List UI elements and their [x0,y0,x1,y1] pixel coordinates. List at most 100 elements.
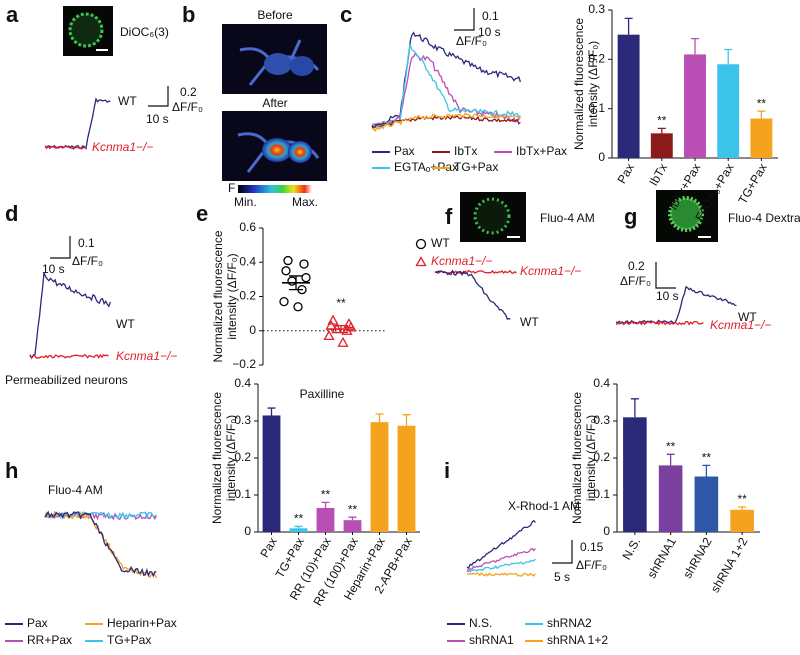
note: Permeabilized neurons [5,373,128,387]
y-axis-label: Normalized fluorescence [211,230,225,362]
legend-label: Pax [394,144,415,158]
image-title: After [262,96,287,110]
point [293,302,303,312]
bar [262,415,281,532]
scale-label: 0.1 [482,9,499,23]
scale-label: ΔF/F₀ [72,254,103,268]
x-tick-label: shRNA1 [645,535,680,581]
trace-label: Kcnma1−/− [116,349,177,363]
trace [466,558,536,573]
panel-label: i [444,458,450,483]
y-tick-label: 0.3 [234,413,251,427]
y-tick-label: 0 [244,524,251,538]
dye-label: DiOC₆(3) [120,25,169,39]
trace [466,572,536,577]
point [323,330,335,341]
significance: ** [757,96,767,110]
image-title: Before [257,8,293,22]
y-tick-label: 0.2 [593,450,610,464]
scale-label: ΔF/F₀ [172,100,203,114]
colorbar [238,185,312,193]
scale-label: 0.2 [628,259,645,273]
error-bar [738,506,747,510]
error-bar [724,48,733,65]
legend-label: TG+Pax [107,633,151,647]
x-tick-label: IbTx [646,161,670,188]
y-tick-label: −0.2 [232,357,256,371]
point [301,273,311,283]
trace-label: WT [520,315,539,329]
point [345,321,357,332]
point [337,336,349,347]
trace-label: WT [738,310,757,324]
y-axis-label: intensity (ΔF/F₀) [586,41,600,127]
panel-label: c [340,2,352,27]
colorbar-label: F [228,181,235,195]
bar [623,417,647,532]
error-bar [375,413,384,423]
scale-bar [655,262,676,289]
y-axis-label: Normalized fluorescence [210,392,224,524]
bar [316,507,335,532]
panel-label: b [182,2,195,27]
legend-label: Pax [27,616,48,630]
x-axis-label: Paxilline [300,387,345,401]
trace [371,114,521,129]
error-bar [334,324,348,334]
bar [684,54,706,158]
panel-label: a [6,2,19,27]
trace [615,320,704,326]
y-axis-label: Normalized fluorescence [572,18,586,150]
x-tick-label: N.S. [619,535,643,562]
legend-label: shRNA 1+2 [547,633,608,647]
error-bar [267,407,276,416]
error-bar [624,17,633,35]
x-tick-label: Pax [257,535,279,560]
bar [750,118,773,158]
scale-label: ΔF/F₀ [620,274,651,288]
y-axis-label: intensity (ΔF/F₀) [224,415,238,501]
trace [434,269,517,275]
legend-label: WT [431,236,450,250]
y-tick-label: 0.1 [234,487,251,501]
legend-marker [415,256,427,267]
significance: ** [294,512,304,526]
y-tick-label: 0.1 [588,101,605,115]
scale-label: 10 s [146,112,169,126]
scale-label: 0.1 [78,236,95,250]
x-tick-label: shRNA2 [680,535,715,581]
scale-label: ΔF/F₀ [456,34,487,48]
significance: ** [657,114,667,128]
trace [434,269,511,320]
trace-label: WT [116,317,135,331]
error-bar [657,127,666,134]
scale-label: 0.2 [180,85,197,99]
x-tick-label: shRNA 1+2 [708,535,751,595]
x-tick-label: Pax [614,161,636,186]
bar [397,425,416,532]
bar [289,528,308,532]
legend-label: Heparin+Pax [107,616,177,630]
bar [617,34,640,158]
y-tick-label: 0.4 [234,376,251,390]
error-bar [702,464,711,477]
y-tick-label: 0.2 [239,289,256,303]
y-axis-label: intensity (ΔF/F₀) [225,253,239,339]
x-tick-label: TG+Pax [735,161,769,206]
trace [466,547,536,572]
cell [264,53,292,75]
trace-label: Kcnma1−/− [710,318,771,332]
trace [615,285,737,325]
panel-label: g [624,204,637,229]
dye-label: X-Rhod-1 AM [508,499,580,513]
legend-label: shRNA2 [547,616,592,630]
bar [658,465,683,532]
significance: ** [336,296,346,310]
y-tick-label: 0.1 [593,487,610,501]
point [281,266,291,276]
point [299,259,309,269]
legend-marker [415,238,427,250]
bar [370,422,389,532]
bar [650,133,673,158]
